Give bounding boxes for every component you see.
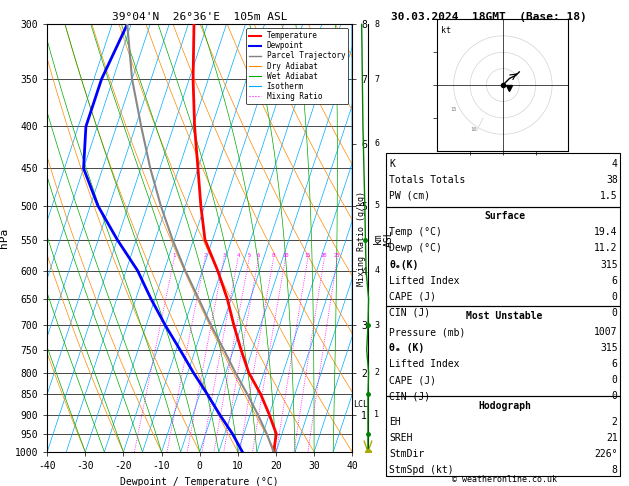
Text: 5: 5 [247,254,251,259]
X-axis label: Dewpoint / Temperature (°C): Dewpoint / Temperature (°C) [120,477,279,486]
Title: 39°04'N  26°36'E  105m ASL: 39°04'N 26°36'E 105m ASL [112,12,287,22]
Text: 3: 3 [374,321,379,330]
Text: EH: EH [389,417,401,427]
Text: 315: 315 [600,343,618,353]
Text: 38: 38 [606,175,618,185]
Text: StmSpd (kt): StmSpd (kt) [389,465,454,475]
Text: 10: 10 [282,254,289,259]
Text: © weatheronline.co.uk: © weatheronline.co.uk [452,474,557,484]
Text: θₑ (K): θₑ (K) [389,343,425,353]
Text: 6: 6 [374,139,379,148]
Text: LCL: LCL [353,400,368,409]
Text: 0: 0 [612,391,618,401]
Text: CIN (J): CIN (J) [389,308,430,318]
Text: 0: 0 [612,375,618,385]
Text: θₑ(K): θₑ(K) [389,260,419,270]
Text: Pressure (mb): Pressure (mb) [389,327,465,337]
Text: Totals Totals: Totals Totals [389,175,465,185]
Text: Lifted Index: Lifted Index [389,359,460,369]
Text: 7: 7 [374,74,379,84]
Text: 2: 2 [374,368,379,377]
Text: 19.4: 19.4 [594,227,618,238]
Text: Temp (°C): Temp (°C) [389,227,442,238]
Text: 4: 4 [237,254,240,259]
Text: 0: 0 [612,292,618,302]
Text: PW (cm): PW (cm) [389,191,430,201]
Text: Surface: Surface [484,211,525,222]
Y-axis label: km
ASL: km ASL [373,229,394,247]
Text: Lifted Index: Lifted Index [389,276,460,286]
Text: 11.2: 11.2 [594,243,618,254]
Text: 8: 8 [612,465,618,475]
Text: kt: kt [440,26,450,35]
Text: 226°: 226° [594,449,618,459]
Text: 21: 21 [606,433,618,443]
Text: 30.03.2024  18GMT  (Base: 18): 30.03.2024 18GMT (Base: 18) [391,12,587,22]
Text: StmDir: StmDir [389,449,425,459]
Text: 4: 4 [374,266,379,275]
Text: CAPE (J): CAPE (J) [389,292,437,302]
Text: 8: 8 [374,20,379,29]
Text: 0: 0 [612,308,618,318]
Text: 20: 20 [321,254,328,259]
Text: 15: 15 [450,107,457,112]
Text: 1.5: 1.5 [600,191,618,201]
Text: 8: 8 [272,254,275,259]
Text: 4: 4 [612,159,618,169]
Text: 2: 2 [203,254,206,259]
Text: 3: 3 [223,254,226,259]
Text: 315: 315 [600,260,618,270]
Text: 1007: 1007 [594,327,618,337]
Legend: Temperature, Dewpoint, Parcel Trajectory, Dry Adiabat, Wet Adiabat, Isotherm, Mi: Temperature, Dewpoint, Parcel Trajectory… [246,28,348,104]
Text: 5: 5 [374,201,379,210]
Text: 6: 6 [257,254,260,259]
Text: 1: 1 [374,410,379,419]
Y-axis label: hPa: hPa [0,228,9,248]
Text: 2: 2 [612,417,618,427]
Text: 15: 15 [304,254,311,259]
Text: 25: 25 [334,254,340,259]
Text: Mixing Ratio (g/kg): Mixing Ratio (g/kg) [357,191,366,286]
Text: Dewp (°C): Dewp (°C) [389,243,442,254]
Text: 6: 6 [612,276,618,286]
Text: Hodograph: Hodograph [478,401,531,411]
Text: SREH: SREH [389,433,413,443]
Text: 1: 1 [172,254,175,259]
Text: 6: 6 [612,359,618,369]
Text: 10: 10 [470,127,477,132]
Text: K: K [389,159,395,169]
Text: CIN (J): CIN (J) [389,391,430,401]
Text: Most Unstable: Most Unstable [466,311,543,321]
Text: CAPE (J): CAPE (J) [389,375,437,385]
